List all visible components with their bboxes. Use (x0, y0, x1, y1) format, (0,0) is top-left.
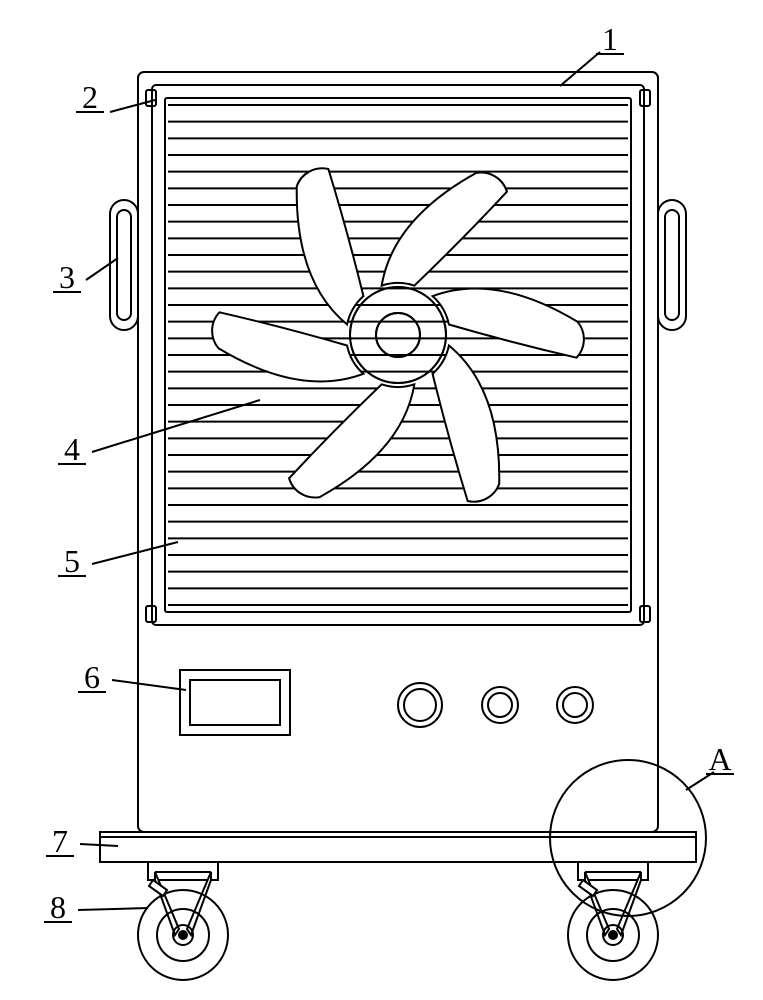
leader-line-8 (78, 908, 148, 910)
handle-left (110, 200, 138, 330)
handle-left-slot (117, 210, 131, 320)
label-6: 6 (84, 659, 100, 695)
fan-blade (433, 346, 500, 502)
handle-right (658, 200, 686, 330)
leader-line-3 (86, 258, 118, 280)
leader-line-1 (560, 52, 600, 86)
leader-line-4 (92, 400, 260, 452)
label-8: 8 (50, 889, 66, 925)
caster-axle-0 (179, 931, 187, 939)
handle-right-slot (665, 210, 679, 320)
label-3: 3 (59, 259, 75, 295)
label-A: A (708, 741, 731, 777)
fan-blade (382, 172, 507, 285)
leader-line-7 (80, 844, 118, 846)
leader-line-6 (112, 680, 186, 690)
caster-axle-1 (609, 931, 617, 939)
label-5: 5 (64, 543, 80, 579)
caster-brake-1 (579, 880, 597, 896)
fan-blade (433, 288, 584, 357)
fan-blade (289, 384, 414, 497)
label-2: 2 (82, 79, 98, 115)
display-screen (190, 680, 280, 725)
caster-brake-0 (149, 880, 167, 896)
label-4: 4 (64, 431, 80, 467)
main-body (138, 72, 658, 832)
knob-2-inner (563, 693, 587, 717)
knob-1-inner (488, 693, 512, 717)
knob-0-inner (404, 689, 436, 721)
label-7: 7 (52, 823, 68, 859)
fan-blade (297, 168, 364, 324)
label-1: 1 (602, 21, 618, 57)
technical-drawing: 1 2 3 4 5 6 7 8 A (0, 0, 763, 1000)
